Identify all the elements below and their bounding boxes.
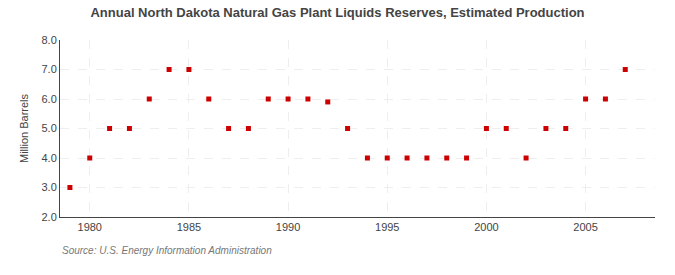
svg-text:1995: 1995: [375, 221, 399, 233]
svg-text:1990: 1990: [276, 221, 300, 233]
svg-text:3.0: 3.0: [42, 181, 57, 193]
svg-text:Million Barrels: Million Barrels: [18, 93, 30, 163]
svg-text:2000: 2000: [474, 221, 498, 233]
svg-text:4.0: 4.0: [42, 152, 57, 164]
svg-text:2005: 2005: [573, 221, 597, 233]
svg-text:1985: 1985: [177, 221, 201, 233]
svg-text:7.0: 7.0: [42, 63, 57, 75]
svg-text:1980: 1980: [78, 221, 102, 233]
svg-text:2.0: 2.0: [42, 211, 57, 223]
svg-text:Annual North Dakota Natural Ga: Annual North Dakota Natural Gas Plant Li…: [90, 5, 584, 20]
svg-text:Source: U.S. Energy Informatio: Source: U.S. Energy Information Administ…: [62, 245, 272, 256]
svg-text:5.0: 5.0: [42, 122, 57, 134]
svg-text:6.0: 6.0: [42, 93, 57, 105]
svg-text:8.0: 8.0: [42, 34, 57, 46]
